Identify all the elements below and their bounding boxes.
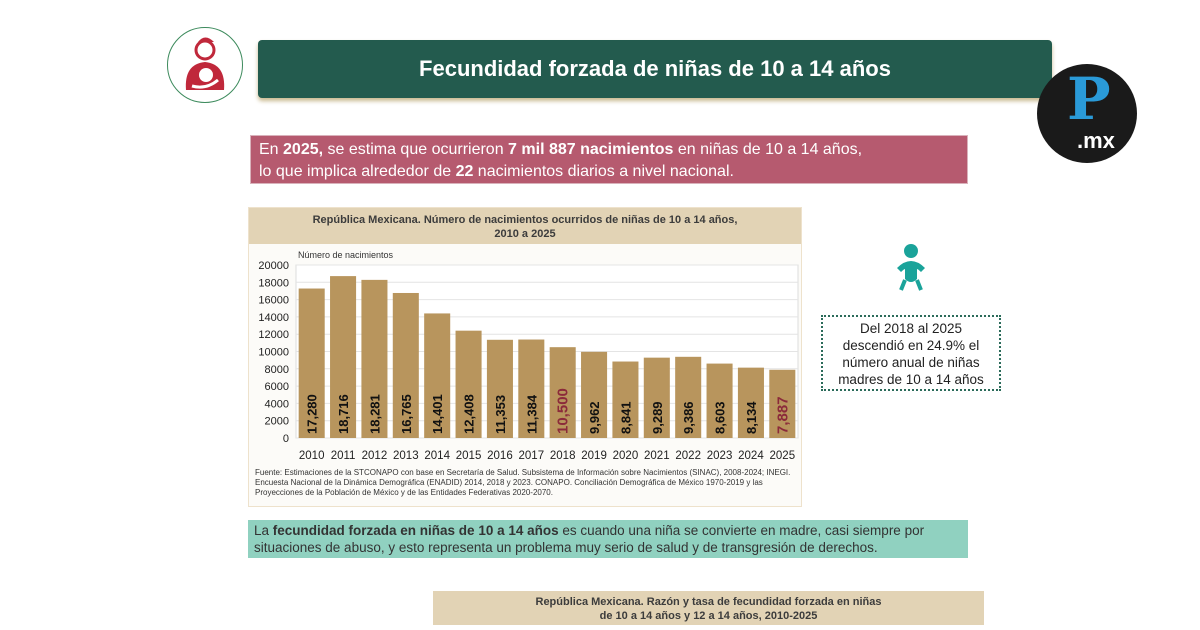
logo-letter: P xyxy=(1067,65,1111,133)
next-chart-title: República Mexicana. Razón y tasa de fecu… xyxy=(433,591,984,625)
bar-value-label: 9,386 xyxy=(681,401,696,434)
bar-2021 xyxy=(643,357,670,438)
key-stat-box: En 2025, se estima que ocurrieron 7 mil … xyxy=(250,135,968,184)
x-tick-label: 2023 xyxy=(707,450,733,462)
bar-value-label: 12,408 xyxy=(462,394,477,434)
y-tick-label: 2000 xyxy=(265,416,289,428)
x-tick-label: 2012 xyxy=(362,450,388,462)
bar-value-label: 18,716 xyxy=(336,394,351,434)
bar-2018 xyxy=(549,347,576,438)
y-tick-label: 0 xyxy=(283,433,289,445)
y-tick-label: 16000 xyxy=(258,295,289,307)
y-tick-label: 14000 xyxy=(258,312,289,324)
page-title: Fecundidad forzada de niñas de 10 a 14 a… xyxy=(258,40,1052,98)
y-axis-label: Número de nacimientos xyxy=(298,250,394,260)
x-tick-label: 2011 xyxy=(331,450,356,462)
chart-title: República Mexicana. Número de nacimiento… xyxy=(249,208,801,244)
x-tick-label: 2022 xyxy=(675,450,701,462)
baby-icon xyxy=(893,242,929,299)
x-tick-label: 2021 xyxy=(644,450,670,462)
logo-suffix: .mx xyxy=(1077,128,1115,153)
bar-value-label: 9,289 xyxy=(650,401,665,434)
bar-value-label: 8,603 xyxy=(713,401,728,434)
y-tick-label: 4000 xyxy=(265,398,289,410)
bar-2015 xyxy=(455,330,482,438)
x-tick-label: 2015 xyxy=(456,450,482,462)
y-tick-label: 10000 xyxy=(258,347,289,359)
bar-chart: Número de nacimientos 0 2000 4000 6000 8000 10… xyxy=(255,250,799,497)
bar-value-label: 8,134 xyxy=(744,401,759,434)
bar-2024 xyxy=(737,367,764,438)
y-tick-label: 20000 xyxy=(258,260,289,272)
bar-value-label: 11,384 xyxy=(524,394,539,434)
bar-value-label: 8,841 xyxy=(618,401,633,434)
x-tick-label: 2025 xyxy=(770,450,796,462)
bar-2013 xyxy=(392,292,419,438)
bar-value-label: 18,281 xyxy=(367,394,382,434)
decline-note: Del 2018 al 2025 descendió en 24.9% el núm… xyxy=(821,315,1001,391)
x-tick-label: 2017 xyxy=(519,450,545,462)
bar-2014 xyxy=(424,313,451,438)
mother-child-icon xyxy=(167,27,243,103)
x-tick-label: 2018 xyxy=(550,450,576,462)
x-tick-label: 2013 xyxy=(393,450,419,462)
y-tick-label: 12000 xyxy=(258,329,289,341)
x-tick-label: 2010 xyxy=(299,450,325,462)
bar-value-label: 10,500 xyxy=(555,388,572,434)
site-logo[interactable]: P .mx xyxy=(1037,64,1137,163)
bar-2022 xyxy=(675,356,702,438)
bar-2012 xyxy=(361,279,388,438)
x-tick-label: 2024 xyxy=(738,450,764,462)
y-tick-label: 8000 xyxy=(265,364,289,376)
bar-value-label: 11,353 xyxy=(493,395,508,434)
x-tick-label: 2014 xyxy=(424,450,450,462)
bar-value-label: 17,280 xyxy=(305,394,320,434)
bar-2017 xyxy=(518,339,545,438)
y-tick-label: 6000 xyxy=(265,381,289,393)
x-tick-label: 2016 xyxy=(487,450,513,462)
bar-2016 xyxy=(486,339,513,438)
bar-2019 xyxy=(581,351,608,438)
bar-2023 xyxy=(706,363,733,438)
bar-value-label: 9,962 xyxy=(587,401,602,434)
births-chart-panel: República Mexicana. Número de nacimiento… xyxy=(248,207,802,507)
x-tick-label: 2019 xyxy=(581,450,607,462)
bar-2025 xyxy=(769,369,796,438)
bar-value-label: 16,765 xyxy=(399,394,414,434)
y-tick-label: 18000 xyxy=(258,277,289,289)
bar-value-label: 7,887 xyxy=(774,396,791,434)
bar-2010 xyxy=(298,288,325,438)
x-tick-label: 2020 xyxy=(613,450,639,462)
chart-source: Fuente: Estimaciones de la STCONAPO con … xyxy=(255,468,790,497)
bar-2011 xyxy=(330,276,357,438)
definition-box: La fecundidad forzada en niñas de 10 a 1… xyxy=(248,520,968,558)
bar-2020 xyxy=(612,361,639,438)
bar-value-label: 14,401 xyxy=(430,394,445,434)
